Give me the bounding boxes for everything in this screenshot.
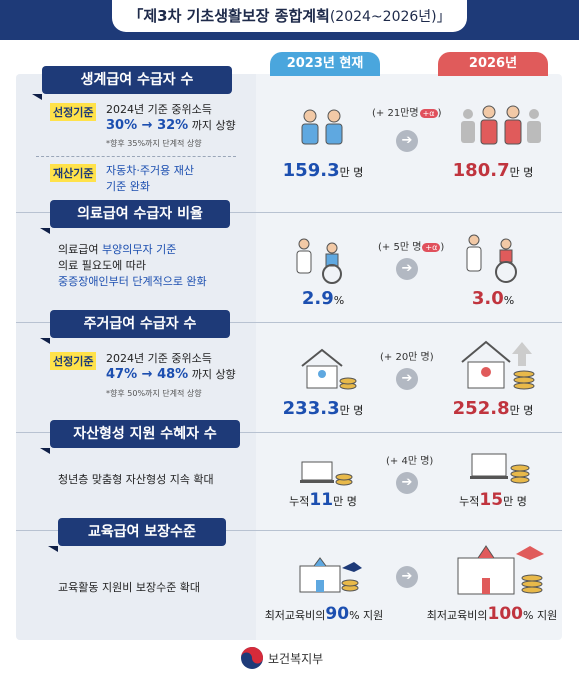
current-value: 2.9%	[301, 288, 345, 309]
arrow-right-icon: ➔	[396, 130, 418, 152]
school-icon	[457, 545, 544, 595]
footer: 보건복지부	[240, 644, 380, 672]
criteria-note: *향후 50%까지 단계적 상향	[106, 389, 202, 398]
future-value: 252.8만 명	[452, 398, 534, 419]
alpha-badge: +α	[422, 243, 441, 252]
section-divider	[16, 530, 562, 531]
section-divider	[16, 322, 562, 323]
medical-line-2: 의료 필요도에 따라	[58, 259, 146, 272]
wheelchair-user-icon	[466, 234, 517, 283]
two-people-icon	[301, 109, 343, 145]
arrow-right-icon: ➔	[396, 368, 418, 390]
increase-label: (+ 21만명 +α)	[372, 108, 442, 119]
criteria-line: 2024년 기준 중위소득	[106, 103, 212, 116]
dashed-divider	[36, 156, 236, 157]
increase-label: (+ 5만 명 +α)	[378, 242, 445, 253]
future-value: 최저교육비의100% 지원	[426, 604, 558, 624]
people-group-icon	[461, 105, 541, 145]
change-to: 32%	[157, 118, 189, 133]
education-line: 교육활동 지원비 보장수준 확대	[58, 581, 201, 594]
ministry-logo-icon	[241, 647, 263, 669]
asset-line-1: 자동차·주거용 재산	[106, 164, 194, 177]
section-divider	[16, 432, 562, 433]
future-value: 누적15만 명	[459, 490, 527, 510]
asset-line-2: 기준 완화	[106, 180, 150, 193]
future-value: 3.0%	[471, 288, 515, 309]
badge-asset-criteria: 재산기준	[50, 164, 97, 182]
section-title-livelihood: 생계급여 수급자 수	[32, 66, 232, 100]
criteria-change: 30% → 32% 까지 상향	[106, 118, 236, 133]
arrow-right-icon: ➔	[396, 258, 418, 280]
current-value: 233.3만 명	[282, 398, 364, 419]
wheelchair-user-icon	[296, 238, 342, 284]
section-divider	[16, 212, 562, 213]
school-icon	[299, 557, 362, 593]
column-header-current: 2023년 현재	[270, 52, 380, 76]
arrow-right-icon: ➔	[396, 566, 418, 588]
current-value: 최저교육비의90% 지원	[264, 604, 384, 624]
alpha-badge: +α	[419, 109, 438, 118]
laptop-coins-icon	[470, 453, 530, 484]
section-title-asset: 자산형성 지원 수혜자 수	[40, 420, 240, 454]
house-coins-up-icon	[461, 340, 535, 390]
future-value: 180.7만 명	[452, 160, 534, 181]
badge-selection-criteria: 선정기준	[50, 103, 97, 121]
criteria-change: 47% → 48% 까지 상향	[106, 367, 236, 382]
column-header-future: 2026년	[438, 52, 548, 76]
section-title-education: 교육급여 보장수준	[48, 518, 226, 552]
change-suffix: 까지 상향	[191, 119, 236, 132]
title-sub: (2024~2026년)」	[329, 9, 451, 25]
current-value: 누적11만 명	[289, 490, 357, 510]
change-from: 30%	[106, 118, 138, 133]
ministry-name: 보건복지부	[268, 652, 324, 666]
criteria-note: *향후 35%까지 단계적 상향	[106, 139, 202, 148]
asset-formation-line: 청년층 맞춤형 자산형성 지속 확대	[58, 473, 214, 486]
laptop-coins-icon	[300, 461, 353, 486]
badge-selection-criteria: 선정기준	[50, 352, 97, 370]
increase-label: (+ 20만 명)	[380, 352, 434, 363]
medical-line-3: 중증장애인부터 단계적으로 완화	[58, 275, 207, 288]
current-value: 159.3만 명	[282, 160, 364, 181]
house-coins-icon	[301, 348, 357, 390]
arrow-right-icon: ➔	[396, 472, 418, 494]
page-title: 「제3차 기초생활보장 종합계획(2024~2026년)」	[112, 0, 467, 32]
title-main: 「제3차 기초생활보장 종합계획	[128, 7, 330, 25]
medical-line-1: 의료급여 부양의무자 기준	[58, 243, 177, 256]
criteria-line: 2024년 기준 중위소득	[106, 352, 212, 365]
increase-label: (+ 4만 명)	[386, 456, 434, 467]
section-title-medical: 의료급여 수급자 비율	[40, 200, 230, 234]
section-title-housing: 주거급여 수급자 수	[40, 310, 230, 344]
